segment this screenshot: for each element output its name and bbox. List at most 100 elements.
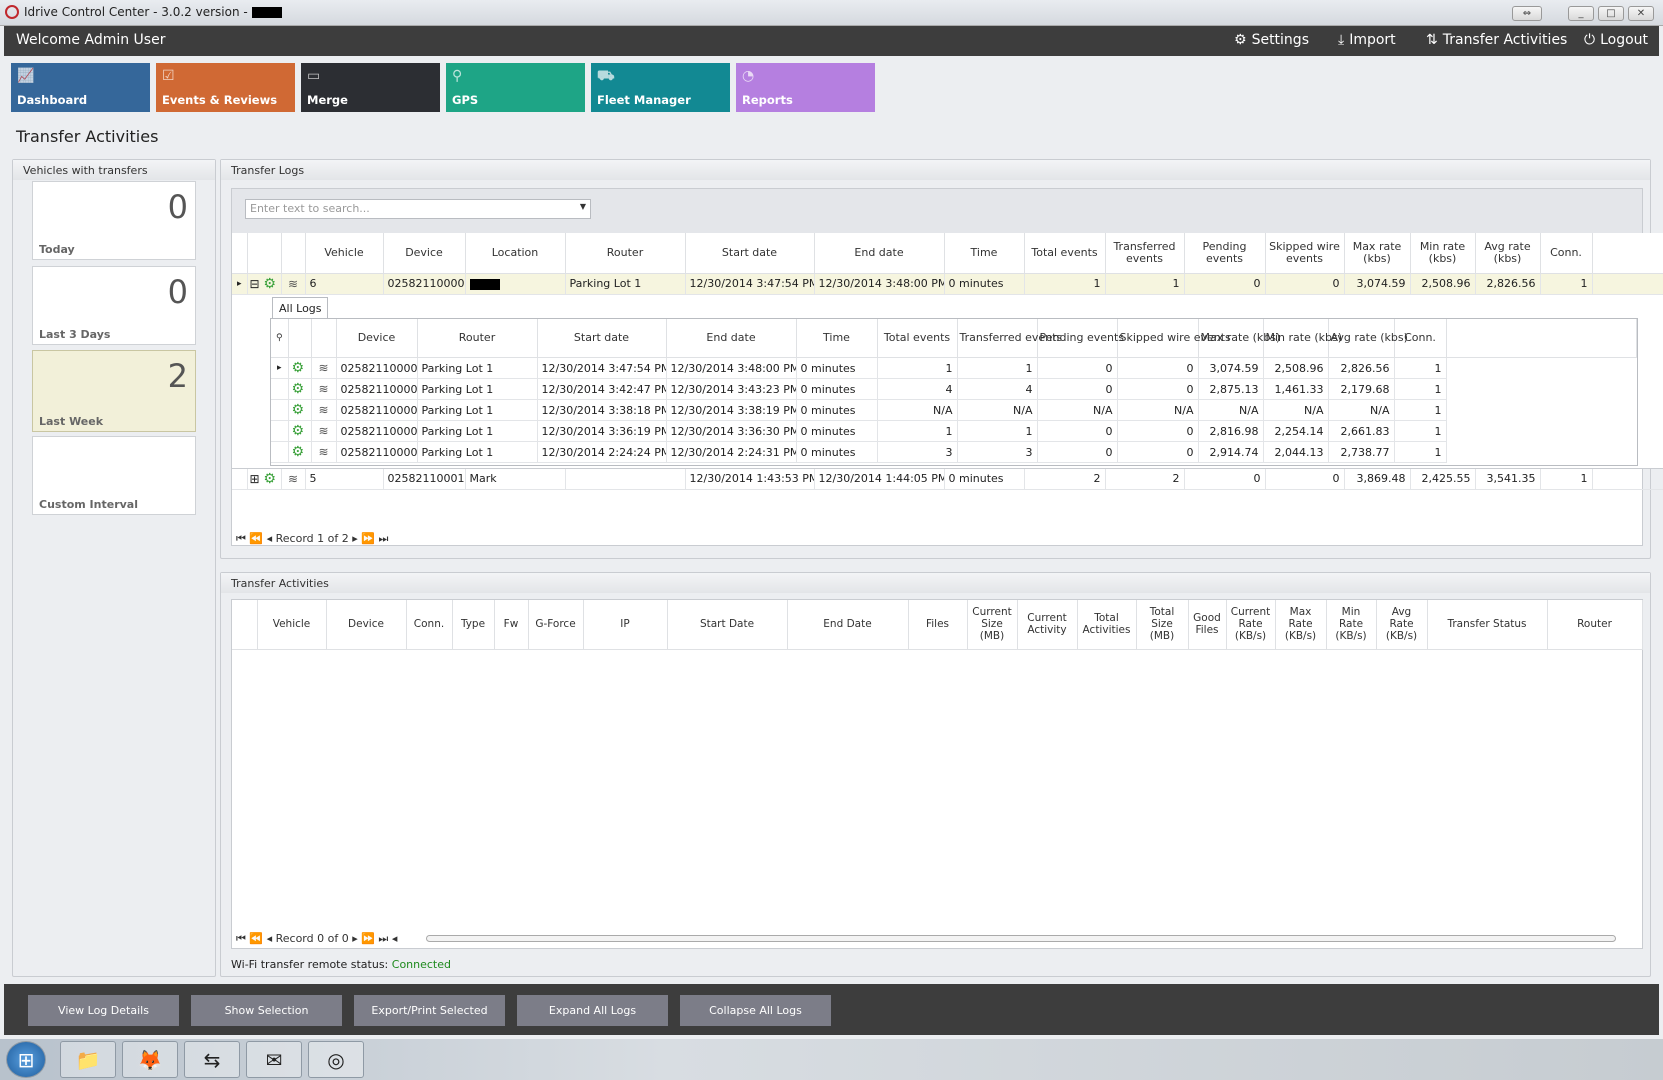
column-header[interactable]: Router <box>417 318 538 358</box>
tile-events-reviews[interactable]: ☑ Events & Reviews <box>156 63 295 112</box>
column-header[interactable]: Avg rate (kbs) <box>1328 318 1408 358</box>
column-header[interactable]: Type <box>452 600 495 650</box>
settings-link[interactable]: ⚙ Settings <box>1234 32 1309 48</box>
column-header[interactable]: Conn. <box>1394 318 1447 358</box>
log-row[interactable]: ⚙ ≋ 025821100006 Parking Lot 1 12/30/2014 2:… <box>271 441 1636 463</box>
column-header[interactable]: Transfer Status <box>1427 600 1548 650</box>
column-header[interactable] <box>281 233 306 274</box>
column-header[interactable]: Skipped wire events <box>1117 318 1231 358</box>
column-header[interactable] <box>247 233 282 274</box>
column-header[interactable]: Avg Rate (KB/s) <box>1376 600 1428 650</box>
next-page-icon[interactable]: ▸ ⏩ ⏭ ◂ <box>348 932 398 945</box>
column-header[interactable]: Current Size (MB) <box>967 600 1018 650</box>
column-header[interactable]: Start Date <box>667 600 788 650</box>
tile-dashboard[interactable]: 📈 Dashboard <box>11 63 150 112</box>
column-header[interactable]: Min rate (kbs) <box>1263 318 1342 358</box>
log-row[interactable]: ▸ ⚙ ≋ 025821100006 Parking Lot 1 12/30/2014 3… <box>271 357 1636 379</box>
column-header[interactable]: Total Size (MB) <box>1136 600 1189 650</box>
minimize-button[interactable]: _ <box>1568 6 1594 21</box>
column-header[interactable]: Pending events <box>1184 233 1266 274</box>
column-header[interactable]: Fw <box>494 600 529 650</box>
tab-all-logs[interactable]: All Logs <box>272 296 328 318</box>
import-link[interactable]: ⤓ Import <box>1338 32 1396 48</box>
column-header[interactable] <box>232 233 248 274</box>
export-print-selected-button[interactable]: Export/Print Selected <box>354 995 505 1026</box>
column-header[interactable]: End Date <box>787 600 909 650</box>
column-header[interactable]: Location <box>465 233 566 274</box>
column-header[interactable]: Total events <box>1024 233 1106 274</box>
horizontal-scrollbar[interactable] <box>426 935 1616 942</box>
column-header[interactable]: Pending events <box>1037 318 1124 358</box>
table-row[interactable]: ▸ ⊟ ⚙ ≋ 6 025821100006 Parking Lot 1 12/30/201… <box>232 273 1663 295</box>
column-header[interactable]: Max Rate (KB/s) <box>1275 600 1327 650</box>
column-header[interactable] <box>311 318 337 358</box>
close-button[interactable]: ✕ <box>1628 6 1654 21</box>
expand-all-logs-button[interactable]: Expand All Logs <box>517 995 668 1026</box>
column-header[interactable]: Conn. <box>406 600 453 650</box>
column-header[interactable]: End date <box>666 318 797 358</box>
tile-reports[interactable]: ◔ Reports <box>736 63 875 112</box>
taskbar-teamviewer[interactable]: ⇆ <box>184 1041 240 1078</box>
column-header[interactable]: Time <box>796 318 878 358</box>
column-header[interactable]: Transferred events <box>1105 233 1185 274</box>
first-page-icon[interactable]: ⏮ <box>236 532 250 545</box>
filter-card-custom-interval[interactable]: Custom Interval <box>32 436 196 515</box>
expand-toggle[interactable]: ⊟ ⚙ <box>247 273 282 295</box>
column-header[interactable]: Current Rate (KB/s) <box>1226 600 1276 650</box>
maximize-button[interactable]: □ <box>1598 6 1624 21</box>
column-header[interactable]: G-Force <box>528 600 584 650</box>
column-header[interactable]: Vehicle <box>257 600 327 650</box>
taskbar-explorer[interactable]: 📁 <box>60 1041 116 1078</box>
filter-card-last-3-days[interactable]: 0 Last 3 Days <box>32 266 196 345</box>
prev-page-icon[interactable]: ⏪ ◂ <box>249 532 276 545</box>
column-header[interactable]: Start date <box>537 318 667 358</box>
log-row[interactable]: ⚙ ≋ 025821100006 Parking Lot 1 12/30/2014 3:… <box>271 420 1636 442</box>
column-header[interactable]: Max rate (kbs) <box>1344 233 1411 274</box>
resize-icon[interactable]: ⇔ <box>1512 6 1542 21</box>
column-header[interactable]: Current Activity <box>1017 600 1078 650</box>
column-header[interactable]: Time <box>944 233 1025 274</box>
search-icon[interactable]: ⚲ <box>271 318 289 358</box>
column-header[interactable]: Conn. <box>1540 233 1593 274</box>
show-selection-button[interactable]: Show Selection <box>191 995 342 1026</box>
column-header[interactable] <box>1592 233 1663 274</box>
search-input[interactable]: Enter text to search... ▼ <box>245 199 591 219</box>
log-row[interactable]: ⚙ ≋ 025821100006 Parking Lot 1 12/30/2014 3:… <box>271 378 1636 400</box>
taskbar-idrive[interactable]: ◎ <box>308 1041 364 1078</box>
column-header[interactable]: Skipped wire events <box>1265 233 1345 274</box>
taskbar-start-button[interactable]: ⊞ <box>6 1041 46 1078</box>
column-header[interactable]: Router <box>1547 600 1643 650</box>
column-header[interactable]: Device <box>383 233 466 274</box>
collapse-icon[interactable]: ⊟ <box>249 276 264 291</box>
filter-card-last-week[interactable]: 2 Last Week <box>32 350 196 432</box>
log-row[interactable]: ⚙ ≋ 025821100006 Parking Lot 1 12/30/2014 3:… <box>271 399 1636 421</box>
column-header[interactable]: Start date <box>685 233 815 274</box>
column-header[interactable]: Device <box>326 600 407 650</box>
activities-pager[interactable]: ⏮ ⏪ ◂ Record 0 of 0 ▸ ⏩ ⏭ ◂ <box>236 932 1640 946</box>
logout-link[interactable]: ⏻ Logout <box>1584 32 1648 48</box>
expand-icon[interactable]: ⊞ <box>249 471 264 486</box>
logs-pager[interactable]: ⏮ ⏪ ◂ Record 1 of 2 ▸ ⏩ ⏭ <box>236 532 388 546</box>
expand-toggle[interactable]: ⊞ ⚙ <box>247 468 282 490</box>
column-header[interactable]: Avg rate (kbs) <box>1475 233 1541 274</box>
collapse-all-logs-button[interactable]: Collapse All Logs <box>680 995 831 1026</box>
column-header[interactable]: Files <box>908 600 968 650</box>
column-header[interactable]: Router <box>565 233 686 274</box>
column-header[interactable] <box>1446 318 1637 358</box>
column-header[interactable]: Total Activities <box>1077 600 1137 650</box>
column-header[interactable]: Vehicle <box>305 233 384 274</box>
column-header[interactable]: End date <box>814 233 945 274</box>
column-header[interactable]: Transferred events <box>957 318 1062 358</box>
taskbar-firefox[interactable]: 🦊 <box>122 1041 178 1078</box>
column-header[interactable]: IP <box>583 600 668 650</box>
transfer-activities-link[interactable]: ⇅ Transfer Activities <box>1426 32 1567 48</box>
column-header[interactable]: Min rate (kbs) <box>1410 233 1476 274</box>
view-log-details-button[interactable]: View Log Details <box>28 995 179 1026</box>
column-header[interactable]: Good Files <box>1188 600 1227 650</box>
first-page-icon[interactable]: ⏮ ⏪ ◂ <box>236 932 276 945</box>
column-header[interactable]: Device <box>336 318 418 358</box>
table-row[interactable]: ⊞ ⚙ ≋ 5 025821100014 Mark 12/30/2014 1:43:53 … <box>232 468 1663 490</box>
tile-gps[interactable]: ⚲ GPS <box>446 63 585 112</box>
next-page-icon[interactable]: ▸ ⏩ ⏭ <box>348 532 389 545</box>
tile-merge[interactable]: ▭ Merge <box>301 63 440 112</box>
